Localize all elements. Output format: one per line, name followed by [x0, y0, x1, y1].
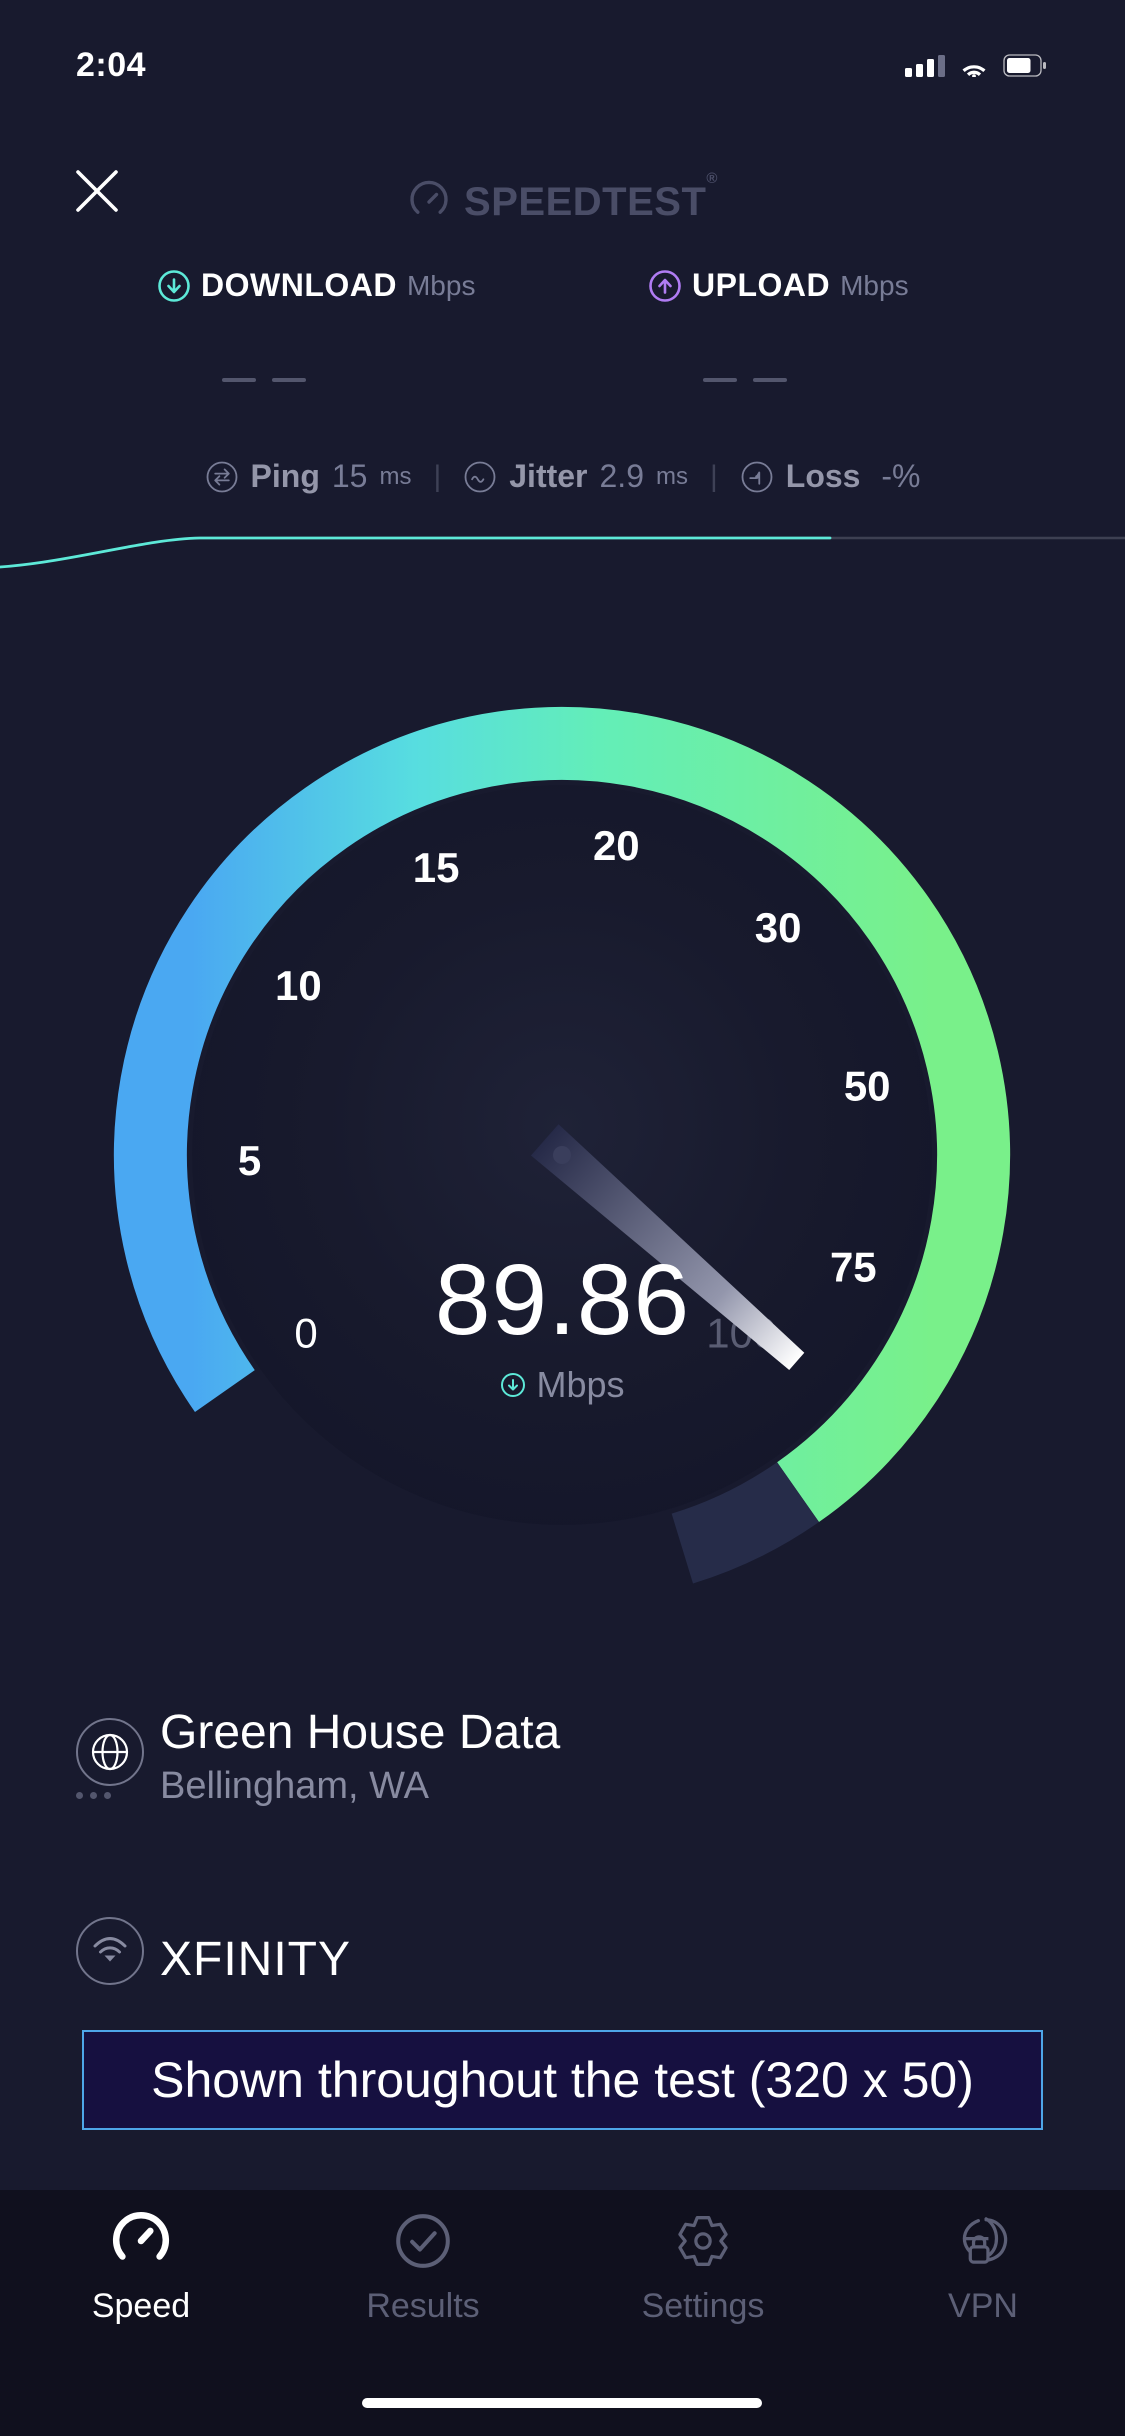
- svg-text:20: 20: [593, 822, 640, 869]
- svg-text:10: 10: [275, 962, 322, 1009]
- svg-text:15: 15: [413, 844, 460, 891]
- svg-text:30: 30: [755, 904, 802, 951]
- svg-text:50: 50: [844, 1062, 891, 1109]
- svg-text:5: 5: [238, 1137, 261, 1184]
